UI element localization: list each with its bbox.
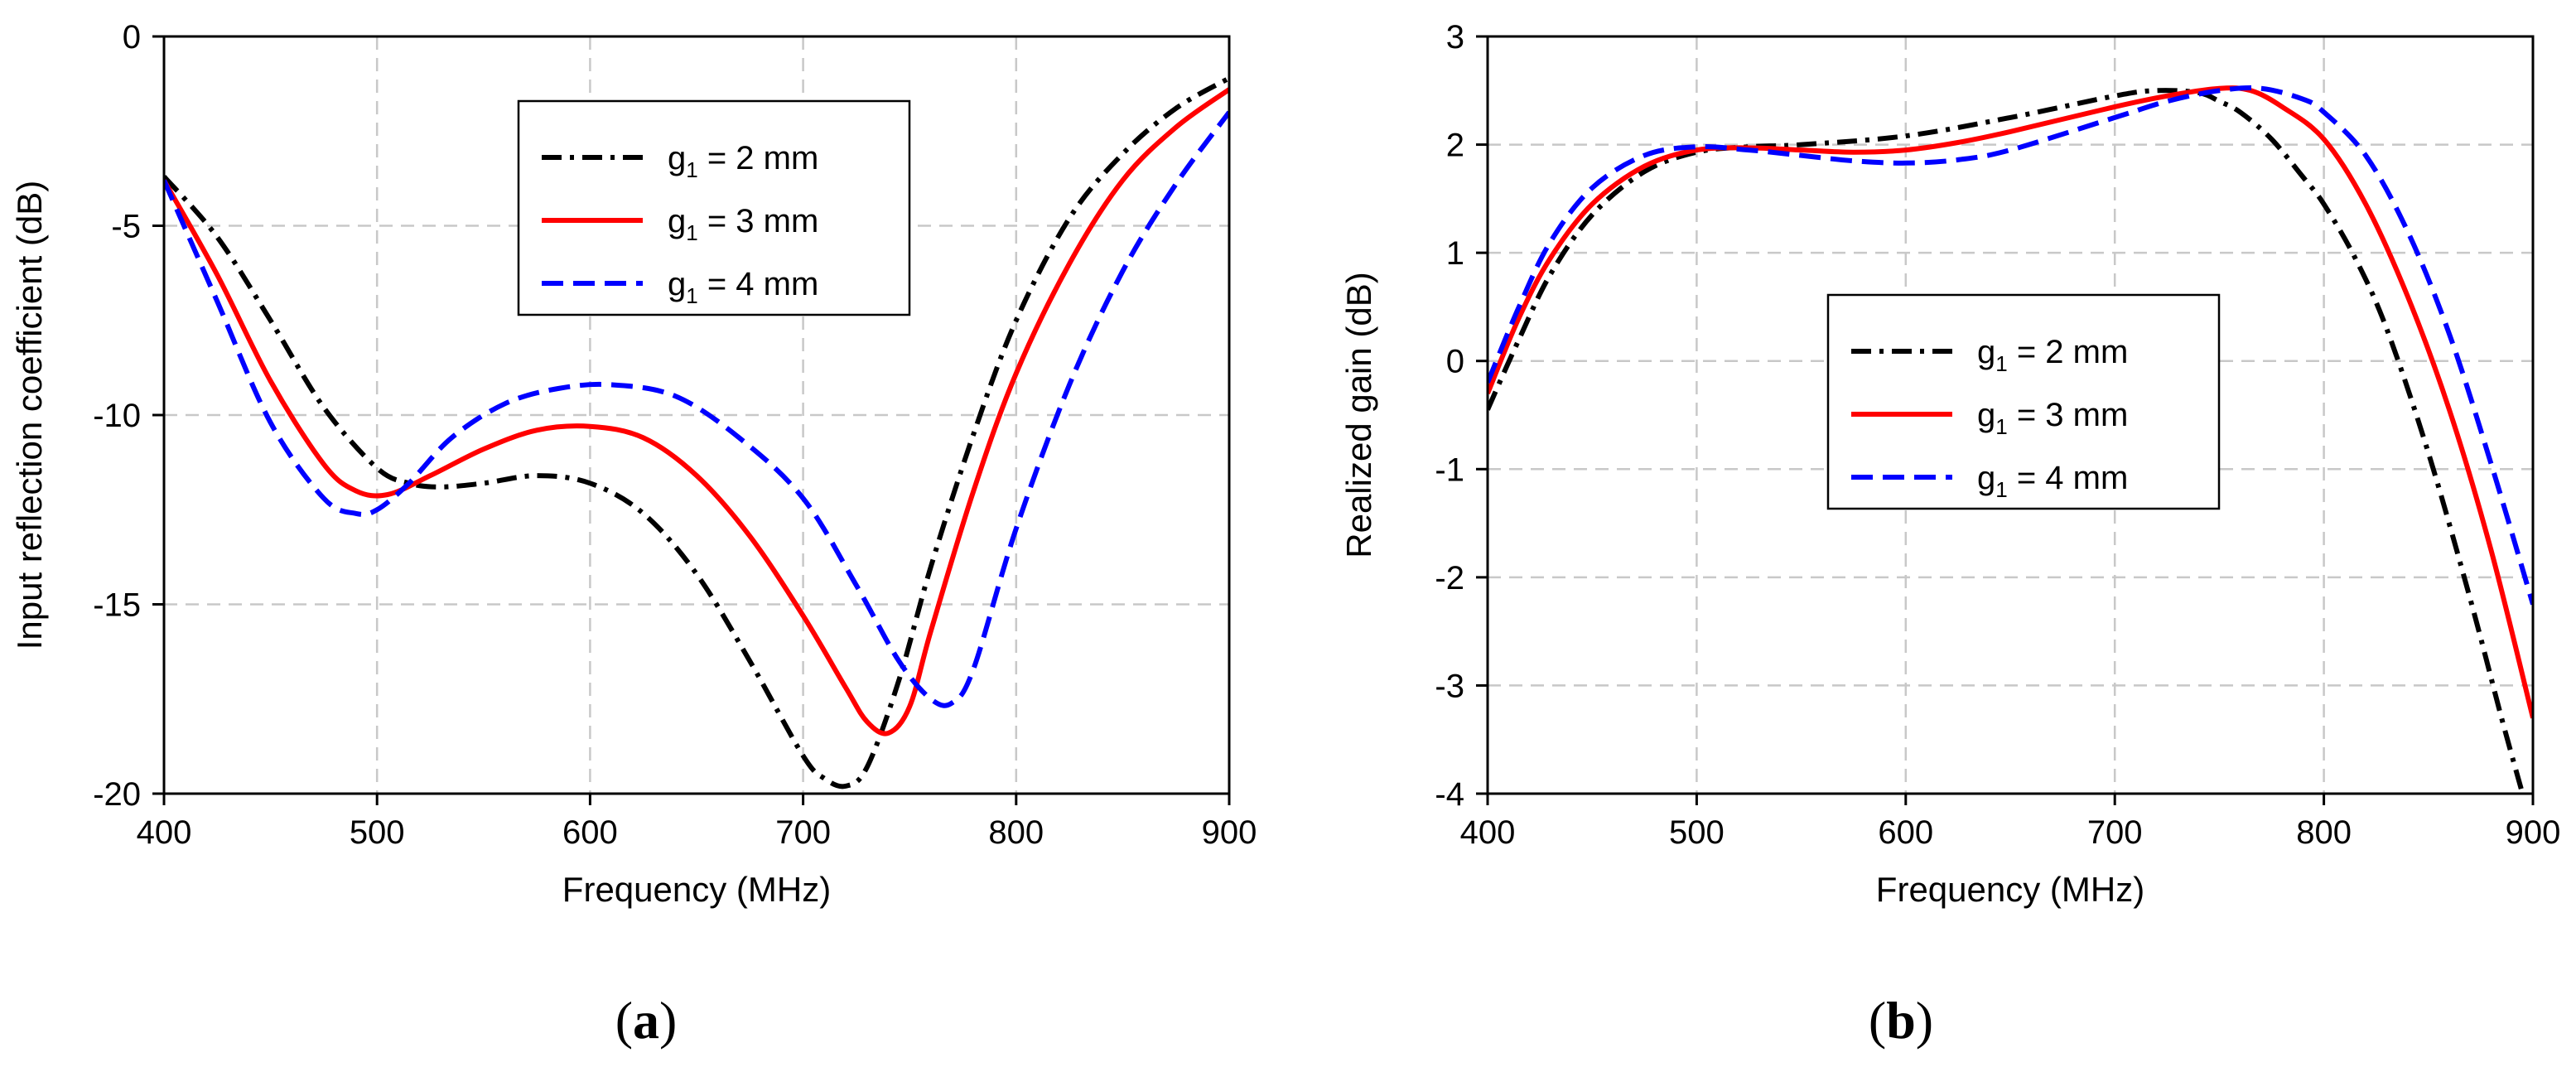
series-group	[1488, 85, 2533, 794]
y-tick-label: 1	[1446, 235, 1464, 272]
x-tick-label: 500	[1669, 814, 1725, 851]
series-group	[164, 75, 1229, 790]
series-line-2mm	[164, 75, 1229, 790]
legend-entry-label: g1 = 3 mm	[1977, 397, 2128, 439]
y-axis-title: Input reflection coefficient (dB)	[10, 181, 49, 650]
x-tick-label: 900	[2506, 814, 2561, 851]
y-tick-label: 3	[1446, 19, 1464, 56]
y-axis-title: Realized gain (dB)	[1339, 272, 1378, 558]
legend-entry-label: g1 = 4 mm	[1977, 460, 2128, 502]
series-line-3mm	[1488, 85, 2533, 719]
chart-panel-b: 400 500 600 700 800 900 -4 -3 -2 -1 0 1 2 3 Frequency …	[1288, 0, 2576, 1072]
series-line-4mm	[164, 110, 1229, 708]
y-tick-label: -15	[93, 587, 141, 624]
series-line-4mm	[1488, 85, 2533, 606]
legend: g1 = 2 mm g1 = 3 mm g1 = 4 mm	[1826, 293, 2221, 510]
x-tick-label: 500	[350, 814, 405, 851]
y-tick-label: -10	[93, 398, 141, 434]
x-tick-label: 400	[137, 814, 192, 851]
legend-entry-label: g1 = 2 mm	[1977, 334, 2128, 376]
x-tick-label: 700	[2087, 814, 2143, 851]
x-tick-label: 900	[1202, 814, 1257, 851]
y-tick-label: 0	[1446, 344, 1464, 380]
x-axis-title: Frequency (MHz)	[562, 870, 831, 909]
y-tick-label: -1	[1435, 451, 1464, 488]
legend-entry-label: g1 = 3 mm	[668, 203, 818, 245]
legend: g1 = 2 mm g1 = 3 mm g1 = 4 mm	[517, 99, 911, 316]
chart-panel-a: 400 500 600 700 800 900 -20 -15 -10 -5 0 Frequency …	[10, 19, 1257, 1050]
x-tick-label: 800	[988, 814, 1044, 851]
y-tick-label: -4	[1435, 776, 1464, 813]
x-axis-title: Frequency (MHz)	[1876, 870, 2144, 909]
x-tick-label: 600	[1878, 814, 1933, 851]
series-line-3mm	[164, 87, 1229, 736]
legend-entry-label: g1 = 2 mm	[668, 140, 818, 182]
y-tick-label: -20	[93, 776, 141, 813]
reflection-coefficient-chart: 400 500 600 700 800 900 -20 -15 -10 -5 0 Frequency …	[10, 19, 1257, 909]
panel-label-a: (a)	[615, 991, 678, 1050]
legend-box	[517, 99, 911, 316]
x-tick-label: 800	[2296, 814, 2352, 851]
legend-box	[1826, 293, 2221, 510]
y-tick-label: -5	[111, 209, 141, 245]
y-tick-label: -2	[1435, 560, 1464, 596]
plot-frame	[1486, 35, 2535, 795]
y-tick-label: 2	[1446, 128, 1464, 164]
x-tick-label: 700	[775, 814, 831, 851]
y-tick-label: -3	[1435, 668, 1464, 704]
y-tick-label: 0	[123, 19, 141, 56]
panel-label-b: (b)	[1868, 991, 1934, 1050]
realized-gain-chart: 400 500 600 700 800 900 -4 -3 -2 -1 0 1 2 3 Frequency …	[1339, 19, 2561, 909]
x-tick-label: 600	[562, 814, 618, 851]
grid-lines	[164, 36, 1229, 794]
legend-entry-label: g1 = 4 mm	[668, 266, 818, 308]
x-tick-label: 400	[1460, 814, 1516, 851]
